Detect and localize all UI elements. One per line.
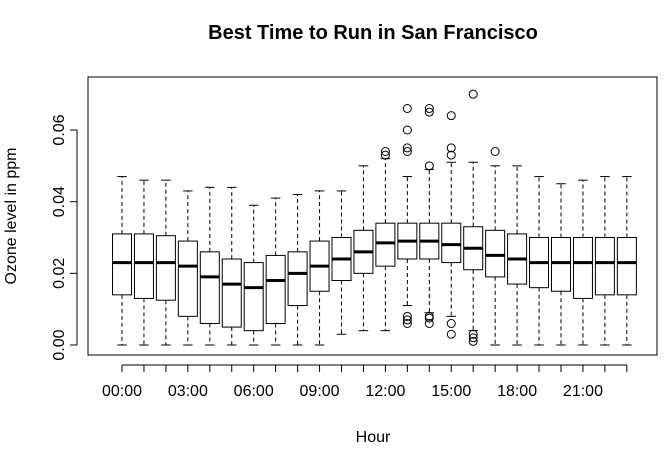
x-tick-label: 12:00 bbox=[365, 383, 405, 400]
box-1800 bbox=[507, 165, 528, 346]
box-group bbox=[112, 89, 637, 346]
x-tick-label: 18:00 bbox=[497, 383, 537, 400]
y-tick-label: 0.00 bbox=[51, 329, 68, 360]
outlier-point bbox=[424, 104, 434, 113]
outlier-point bbox=[490, 147, 500, 156]
iqr-box bbox=[616, 237, 637, 296]
y-tick-label: 0.02 bbox=[51, 258, 68, 289]
x-tick-label: 03:00 bbox=[168, 383, 208, 400]
box-0700 bbox=[265, 197, 286, 346]
x-axis-label: Hour bbox=[356, 429, 391, 446]
box-0200 bbox=[155, 179, 176, 346]
box-0900 bbox=[309, 190, 330, 346]
box-1100 bbox=[353, 165, 374, 332]
outlier-point bbox=[402, 147, 412, 156]
box-0100 bbox=[133, 179, 154, 346]
outlier-point bbox=[402, 319, 412, 328]
x-tick-label: 15:00 bbox=[431, 383, 471, 400]
outlier-point bbox=[424, 161, 434, 171]
outlier-point bbox=[468, 89, 478, 99]
outlier-point bbox=[402, 143, 412, 153]
outlier-point bbox=[402, 125, 412, 135]
iqr-box bbox=[485, 229, 506, 278]
x-axis: 00:00 03:00 06:00 09:00 12:00 15:00 18:00 21:00 bbox=[102, 364, 628, 400]
outlier-point bbox=[468, 333, 478, 343]
outlier-point bbox=[402, 315, 412, 325]
outlier-point bbox=[446, 111, 456, 121]
iqr-box bbox=[112, 233, 132, 296]
x-tick-label: 00:00 bbox=[102, 383, 142, 400]
outlier-point bbox=[446, 143, 456, 153]
box-2200 bbox=[594, 176, 615, 346]
box-1200 bbox=[375, 147, 396, 332]
outlier-point bbox=[380, 147, 390, 156]
box-0600 bbox=[243, 204, 264, 346]
x-tick-label: 06:00 bbox=[234, 383, 274, 400]
y-tick-label: 0.04 bbox=[51, 186, 68, 217]
iqr-box bbox=[221, 258, 242, 328]
y-tick-label: 0.06 bbox=[51, 114, 68, 145]
iqr-box bbox=[572, 237, 593, 299]
iqr-box bbox=[243, 262, 264, 332]
plot-frame bbox=[87, 76, 658, 356]
iqr-box bbox=[199, 251, 220, 324]
box-1700 bbox=[485, 147, 506, 346]
box-2000 bbox=[551, 183, 571, 346]
outlier-point bbox=[424, 319, 434, 328]
outlier-point bbox=[402, 104, 412, 113]
outlier-point bbox=[468, 329, 478, 339]
iqr-box bbox=[155, 235, 176, 301]
outlier-point bbox=[402, 311, 412, 321]
iqr-box bbox=[287, 251, 308, 307]
box-2300 bbox=[616, 176, 637, 346]
outlier-point bbox=[424, 311, 434, 321]
box-1900 bbox=[529, 176, 550, 346]
iqr-box bbox=[441, 222, 462, 264]
x-tick-label: 09:00 bbox=[300, 383, 340, 400]
outlier-point bbox=[424, 107, 434, 117]
box-1400 bbox=[419, 104, 440, 328]
iqr-box bbox=[265, 254, 286, 325]
outlier-point bbox=[446, 329, 456, 339]
y-axis-label: Ozone level in ppm bbox=[3, 148, 20, 285]
iqr-box bbox=[177, 240, 198, 317]
box-0300 bbox=[177, 190, 198, 346]
chart-title: Best Time to Run in San Francisco bbox=[208, 22, 538, 44]
iqr-box bbox=[375, 222, 396, 267]
iqr-box bbox=[594, 237, 615, 296]
outlier-point bbox=[424, 313, 434, 323]
box-1000 bbox=[331, 190, 352, 335]
outlier-point bbox=[380, 150, 390, 160]
iqr-box bbox=[551, 237, 571, 292]
box-0500 bbox=[221, 186, 242, 346]
box-1600 bbox=[463, 89, 484, 346]
box-0400 bbox=[199, 186, 220, 346]
outlier-point bbox=[468, 336, 478, 346]
box-1300 bbox=[397, 104, 418, 328]
box-2100 bbox=[572, 179, 593, 346]
iqr-box bbox=[133, 233, 154, 299]
outlier-point bbox=[446, 319, 456, 328]
box-0800 bbox=[287, 194, 308, 346]
outlier-point bbox=[446, 150, 456, 160]
x-tick-label: 21:00 bbox=[563, 383, 603, 400]
y-axis: 0.00 0.02 0.04 0.06 bbox=[51, 114, 78, 361]
box-0000 bbox=[112, 176, 132, 346]
box-1500 bbox=[441, 111, 462, 339]
